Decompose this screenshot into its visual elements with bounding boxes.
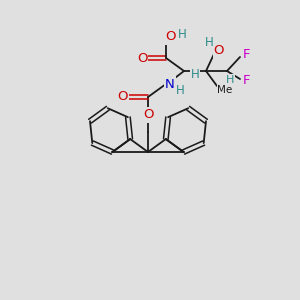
Text: O: O [137, 52, 147, 64]
Text: H: H [226, 75, 234, 85]
Text: H: H [190, 68, 200, 82]
Text: H: H [205, 35, 213, 49]
Text: O: O [118, 91, 128, 103]
Text: F: F [242, 49, 250, 62]
Text: N: N [165, 77, 175, 91]
Text: F: F [242, 74, 250, 88]
Text: O: O [214, 44, 224, 58]
Text: Me: Me [218, 85, 232, 95]
Text: O: O [143, 109, 153, 122]
Text: O: O [166, 31, 176, 44]
Text: H: H [178, 28, 186, 40]
Text: H: H [176, 85, 184, 98]
